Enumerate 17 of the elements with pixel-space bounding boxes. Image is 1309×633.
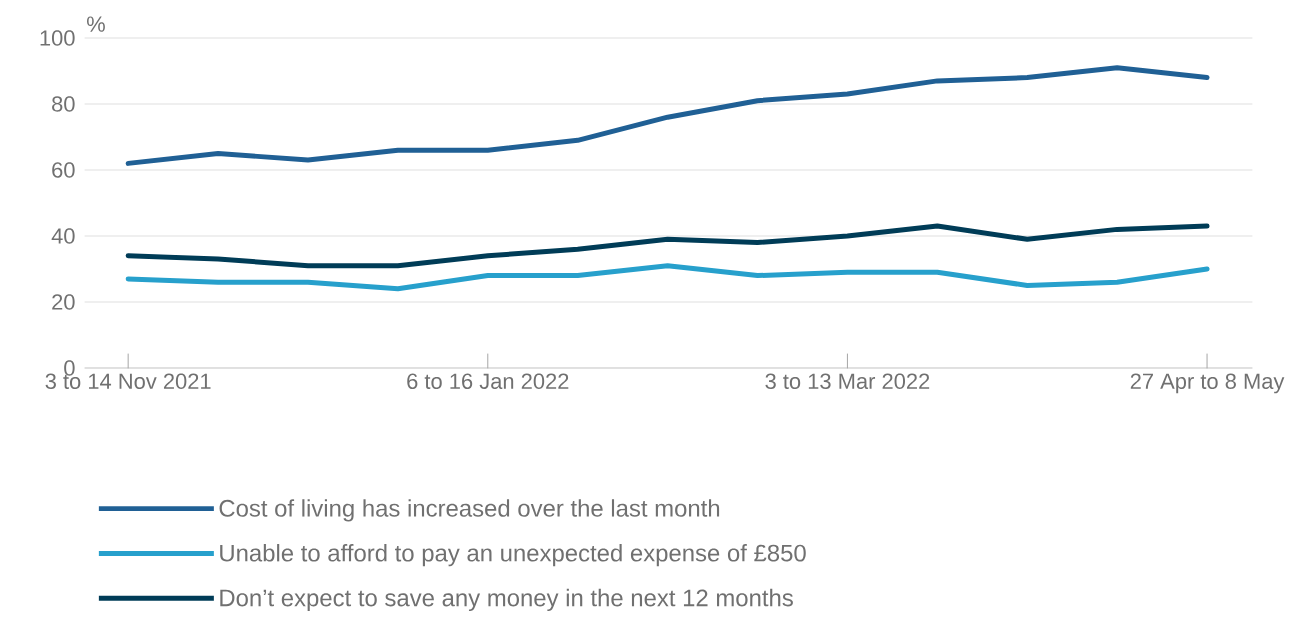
legend-label: Unable to afford to pay an unexpected expense of £850 xyxy=(220,544,806,567)
line-series xyxy=(125,223,1210,269)
x-tick-label: 6 to 16 Jan 2022 xyxy=(407,373,569,390)
y-tick-label: 0 xyxy=(64,360,75,376)
y-tick-label: 100 xyxy=(40,30,75,46)
x-tick-label: 3 to 14 Nov 2021 xyxy=(45,373,211,390)
x-tick-label: 3 to 13 Mar 2022 xyxy=(765,373,930,390)
y-tick-label: 40 xyxy=(51,228,75,244)
y-axis-title: % xyxy=(87,16,105,32)
y-tick-label: 20 xyxy=(52,294,75,310)
y-tick-label: 80 xyxy=(52,96,75,112)
x-tick-label: 27 Apr to 8 May xyxy=(1130,373,1285,394)
y-tick-label: 60 xyxy=(52,162,75,178)
legend-label: Don’t expect to save any money in the next 12 months xyxy=(220,588,793,612)
line-series xyxy=(125,263,1210,292)
legend-label: Cost of living has increased over the last month xyxy=(219,499,720,522)
line-series xyxy=(125,65,1210,166)
